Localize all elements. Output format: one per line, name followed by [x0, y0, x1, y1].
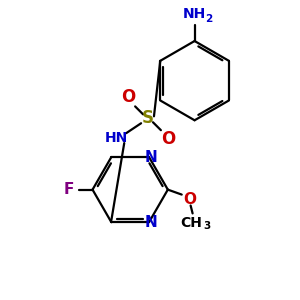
Text: HN: HN [105, 131, 128, 145]
Text: O: O [121, 88, 135, 106]
Text: S: S [142, 109, 154, 127]
Text: CH: CH [181, 216, 202, 230]
Text: F: F [64, 182, 74, 197]
Text: O: O [183, 192, 196, 207]
Text: N: N [145, 215, 158, 230]
Text: 3: 3 [203, 221, 211, 231]
Text: O: O [161, 130, 175, 148]
Text: NH: NH [183, 7, 206, 21]
Text: N: N [145, 149, 158, 164]
Text: 2: 2 [206, 14, 213, 24]
